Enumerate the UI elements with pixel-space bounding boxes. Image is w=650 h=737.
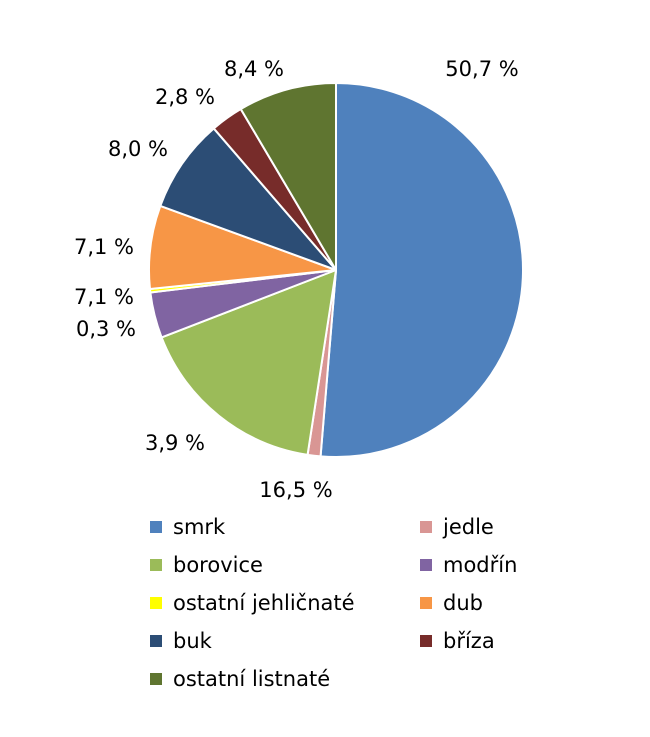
pie-chart: 50,7 % 16,5 % 3,9 % 0,3 % 7,1 % 7,1 % 8,0 % 2,8… [74, 57, 524, 500]
data-label-ostatní-jehličnaté: 7,1 % [74, 285, 134, 309]
legend-item-smrk: smrk [150, 512, 225, 542]
data-label-dub: 7,1 % [74, 235, 134, 259]
pie-slice-smrk [319, 82, 524, 458]
legend-item-ostatní-listnaté: ostatní listnaté [150, 664, 330, 694]
legend-item-jedle: jedle [420, 512, 494, 542]
legend-swatch [420, 597, 432, 609]
data-label-modřín: 0,3 % [76, 317, 136, 341]
legend-item-buk: buk [150, 626, 212, 656]
data-label-ostatní-listnaté: 8,4 % [224, 57, 284, 81]
legend-item-dub: dub [420, 588, 483, 618]
legend-swatch [420, 635, 432, 647]
legend-swatch [150, 673, 162, 685]
legend-label: modřín [443, 553, 518, 577]
legend-label: jedle [443, 515, 494, 539]
legend-swatch [150, 635, 162, 647]
data-label-borovice: 3,9 % [145, 431, 205, 455]
legend-label: ostatní jehličnaté [173, 591, 355, 615]
legend-label: bříza [443, 629, 495, 653]
data-label-bříza: 2,8 % [155, 85, 215, 109]
legend-label: buk [173, 629, 212, 653]
legend-label: dub [443, 591, 483, 615]
legend-swatch [420, 559, 432, 571]
pie-slice-ostatní-listnaté [239, 82, 337, 271]
legend-swatch [420, 521, 432, 533]
data-label-smrk: 50,7 % [445, 57, 518, 81]
pie-slices [148, 82, 524, 458]
pie-slice-buk [159, 127, 337, 271]
legend-swatch [150, 521, 162, 533]
legend-swatch [150, 559, 162, 571]
legend-item-bříza: bříza [420, 626, 495, 656]
legend-item-borovice: borovice [150, 550, 263, 580]
legend-label: borovice [173, 553, 263, 577]
legend-item-modřín: modřín [420, 550, 517, 580]
pie-slice-borovice [160, 269, 337, 456]
legend-label: smrk [173, 515, 226, 539]
data-label-jedle: 16,5 % [259, 478, 332, 500]
data-label-buk: 8,0 % [108, 137, 168, 161]
data-labels: 50,7 % 16,5 % 3,9 % 0,3 % 7,1 % 7,1 % 8,0 % 2,8… [74, 57, 519, 500]
legend-label: ostatní listnaté [173, 667, 331, 691]
legend-swatch [150, 597, 162, 609]
legend-item-ostatní-jehličnaté: ostatní jehličnaté [150, 588, 355, 618]
